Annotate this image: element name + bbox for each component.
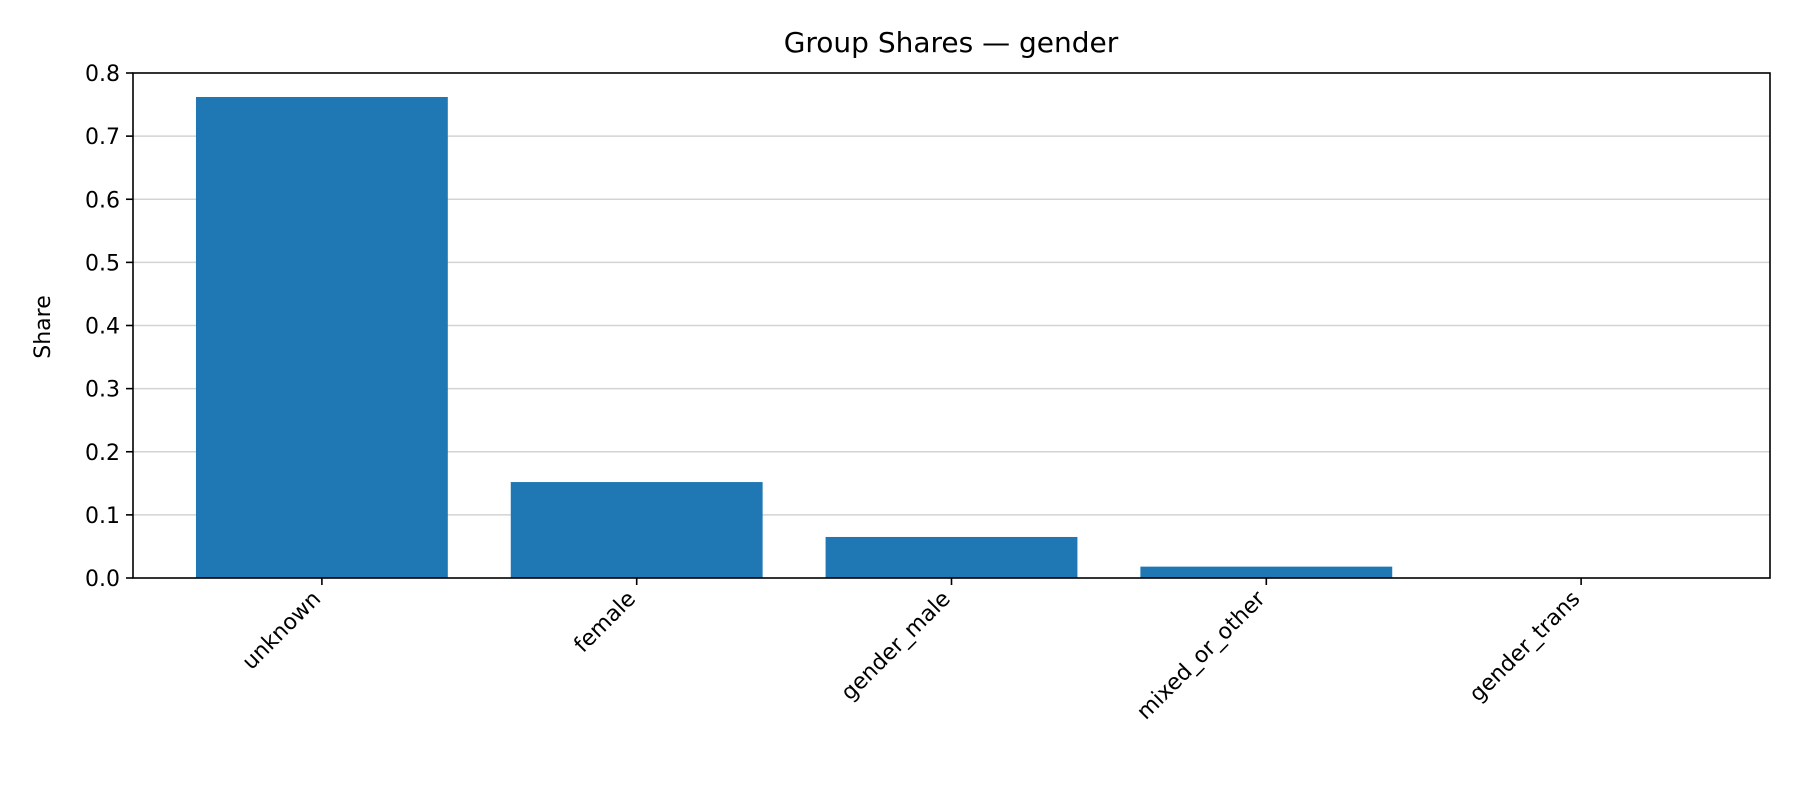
y-tick-label: 0.2 <box>85 441 120 466</box>
x-tick-label: gender_male <box>837 587 956 706</box>
y-axis: 0.0 0.1 0.2 0.3 0.4 0.5 0.6 0.7 0.8 <box>85 62 133 592</box>
y-tick-label: 0.5 <box>85 251 120 276</box>
x-tick-label: gender_trans <box>1465 587 1586 708</box>
bar <box>195 96 448 579</box>
x-axis: unknown female gender_male mixed_or_other ge… <box>238 578 1586 725</box>
bar <box>1140 566 1393 578</box>
bar <box>825 536 1078 578</box>
x-tick-label: female <box>570 587 641 658</box>
y-tick-label: 0.8 <box>85 62 120 87</box>
bar <box>510 482 763 578</box>
y-tick-label: 0.1 <box>85 504 120 529</box>
x-tick-label: mixed_or_other <box>1132 586 1271 725</box>
y-tick-label: 0.4 <box>85 315 120 340</box>
y-tick-label: 0.3 <box>85 378 120 403</box>
bars <box>195 96 1393 579</box>
chart-title: Group Shares — gender <box>784 26 1119 59</box>
y-tick-label: 0.7 <box>85 125 120 150</box>
x-tick-label: unknown <box>238 587 326 675</box>
y-tick-label: 0.6 <box>85 188 120 213</box>
y-tick-label: 0.0 <box>85 567 120 592</box>
y-axis-label: Share <box>31 295 56 359</box>
